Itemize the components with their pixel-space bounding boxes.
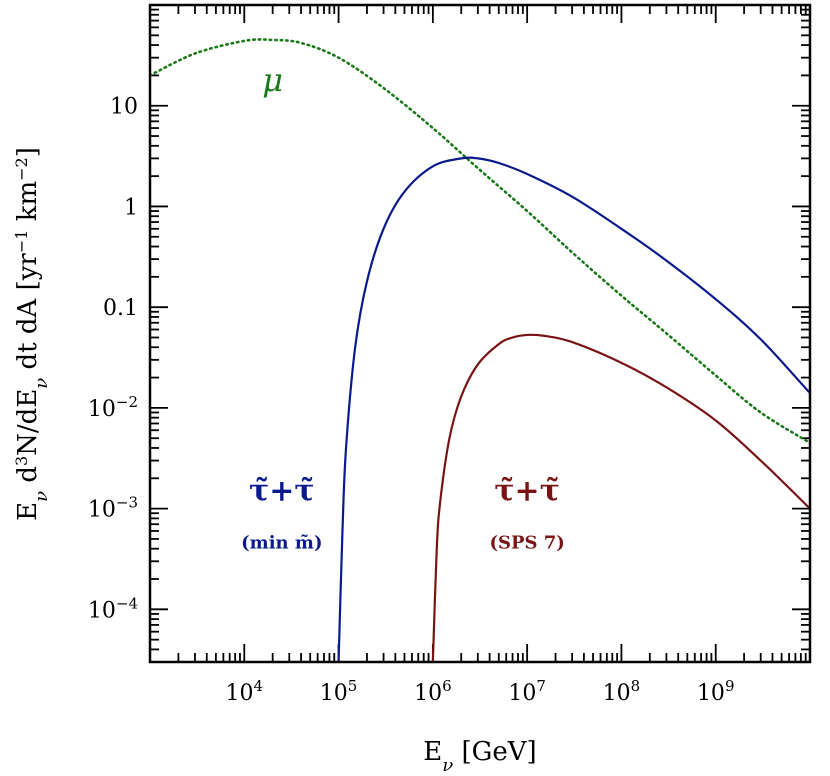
tick-labels: 104 105 106 107 108 109 10−4 10−3 10−2 0.1 1 10 (88, 95, 735, 706)
x-tick-label: 106 (414, 677, 452, 706)
annotation-mu: μ (262, 61, 283, 99)
annotation-red-sub: (SPS 7) (489, 533, 564, 554)
x-axis-label: Eν [GeV] (423, 737, 536, 776)
y-tick-label: 1 (124, 195, 138, 220)
annotation-blue-sub: (min m̃) (241, 533, 322, 554)
annotation-red-main: τ̃+τ̃ (494, 474, 560, 509)
series-line-0 (150, 38, 810, 445)
y-tick-label: 10 (110, 95, 138, 120)
series-line-1 (337, 156, 810, 662)
series-line-2 (431, 333, 810, 662)
y-axis-label: Eν d3N/dEν dt dA [yr−1 km−2] (12, 147, 52, 521)
y-tick-label: 0.1 (103, 296, 138, 321)
x-tick-label: 105 (320, 677, 358, 706)
y-tick-label: 10−3 (88, 494, 138, 523)
annotations: μ τ̃+τ̃ (min m̃) τ̃+τ̃ (SPS 7) (241, 61, 565, 554)
y-tick-label: 10−2 (88, 393, 138, 422)
tick-marks (149, 4, 811, 663)
x-tick-label: 107 (508, 677, 546, 706)
x-tick-label: 104 (226, 677, 264, 706)
x-tick-label: 108 (603, 677, 641, 706)
plot-frame (148, 3, 812, 664)
series-layer (150, 38, 810, 662)
annotation-blue-main: τ̃+τ̃ (249, 474, 315, 509)
y-tick-label: 10−4 (88, 594, 138, 623)
x-tick-label: 109 (697, 677, 735, 706)
